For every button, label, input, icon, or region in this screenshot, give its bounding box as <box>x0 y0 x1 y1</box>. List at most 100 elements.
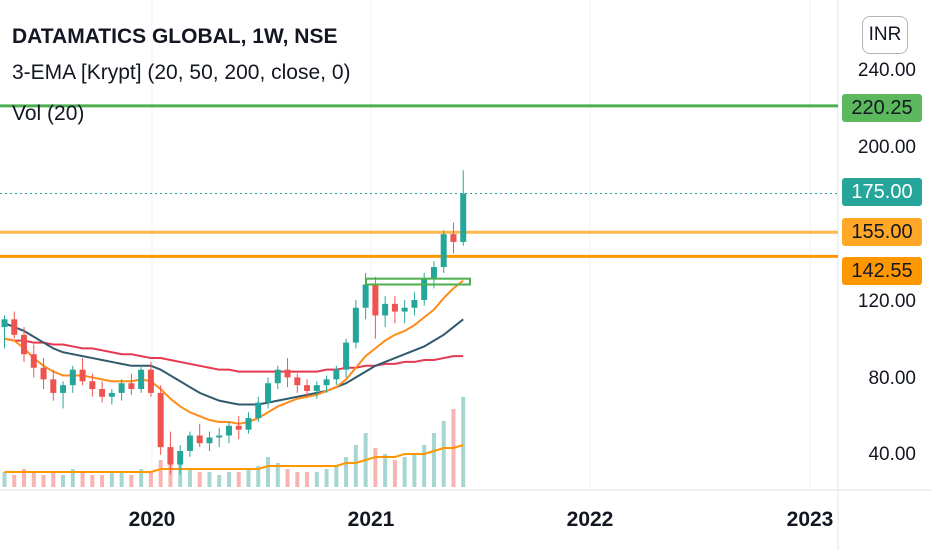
candle-body <box>40 367 47 380</box>
volume-bar <box>334 466 339 487</box>
candle-body <box>216 435 223 438</box>
volume-bar <box>22 469 27 487</box>
candle-body <box>450 234 457 242</box>
ema-indicator-label: 3-EMA [Krypt] (20, 50, 200, close, 0) <box>12 61 351 84</box>
symbol-title: DATAMATICS GLOBAL, 1W, NSE <box>12 25 338 48</box>
volume-bar <box>236 472 241 487</box>
candle-body <box>265 383 272 403</box>
candle-body <box>147 369 154 393</box>
candle-body <box>391 303 398 312</box>
volume-bar <box>90 475 95 487</box>
volume-bar <box>2 472 7 487</box>
candle-body <box>138 369 145 390</box>
candle-body <box>343 342 350 370</box>
candle-body <box>362 284 369 308</box>
candle-body <box>128 383 135 390</box>
volume-bar <box>41 475 46 487</box>
price-label-220: 220.25 <box>842 94 922 122</box>
x-tick-label: 2023 <box>786 508 834 531</box>
volume-bar <box>51 472 56 487</box>
candle-body <box>69 369 76 386</box>
volume-bar <box>119 472 124 487</box>
candle-body <box>235 425 242 430</box>
candle-body <box>460 193 467 242</box>
volume-bar <box>441 421 446 487</box>
volume-bar <box>344 457 349 487</box>
volume-bar <box>217 475 222 487</box>
price-label-155: 155.00 <box>842 218 922 246</box>
candle-body <box>323 379 330 386</box>
volume-bar <box>314 472 319 487</box>
candle-body <box>382 303 389 316</box>
volume-bar <box>187 469 192 487</box>
volume-indicator-label: Vol (20) <box>12 102 85 125</box>
y-tick-label: 240.00 <box>857 60 916 81</box>
candle-body <box>50 379 57 393</box>
price-label-current: 175.00 <box>842 178 922 206</box>
price-label-142: 142.55 <box>842 257 922 285</box>
candle-body <box>177 450 184 465</box>
candle-body <box>60 385 67 393</box>
candle-body <box>99 389 106 397</box>
volume-bar <box>197 472 202 487</box>
candle-body <box>225 425 232 436</box>
volume-bar <box>80 472 85 487</box>
candle-body <box>352 307 359 343</box>
candle-body <box>313 385 320 391</box>
volume-ma-line <box>4 444 464 473</box>
candle-body <box>440 234 447 268</box>
volume-bar <box>12 475 17 487</box>
volume-bar <box>324 469 329 487</box>
y-tick-label: 80.00 <box>868 368 916 389</box>
y-tick-label: 200.00 <box>857 137 916 158</box>
candle-body <box>304 385 311 391</box>
volume-bar <box>139 469 144 487</box>
x-tick-label: 2021 <box>347 508 395 531</box>
volume-bar <box>392 460 397 487</box>
candle-body <box>411 299 418 308</box>
candle-body <box>255 402 262 419</box>
volume-bar <box>31 472 36 487</box>
x-tick-label: 2022 <box>566 508 614 531</box>
volume-bar <box>246 469 251 487</box>
ema-50-line <box>4 318 464 406</box>
candle-body <box>284 369 291 378</box>
volume-bar <box>158 460 163 487</box>
y-tick-label: 120.00 <box>857 291 916 312</box>
candle-body <box>108 392 115 397</box>
candle-body <box>89 381 96 390</box>
volume-bar <box>295 472 300 487</box>
volume-bar <box>431 433 436 487</box>
volume-bar <box>412 454 417 487</box>
volume-bar <box>178 463 183 487</box>
volume-bar <box>129 475 134 487</box>
x-tick-label: 2020 <box>128 508 176 531</box>
volume-bar <box>353 445 358 487</box>
volume-bar <box>461 397 466 487</box>
volume-bar <box>275 463 280 487</box>
y-tick-label: 40.00 <box>868 444 916 465</box>
candle-body <box>333 369 340 380</box>
volume-bar <box>207 472 212 487</box>
candle-body <box>11 319 18 335</box>
volume-bar <box>422 445 427 487</box>
currency-button[interactable]: INR <box>862 16 908 54</box>
volume-bar <box>61 475 66 487</box>
candle-body <box>1 319 8 328</box>
candle-body <box>206 437 213 444</box>
candle-body <box>21 334 28 355</box>
breakout-box <box>365 277 471 286</box>
candle-body <box>421 278 428 300</box>
volume-bar <box>402 457 407 487</box>
candle-body <box>30 354 37 368</box>
candle-body <box>186 435 193 451</box>
volume-bar <box>70 469 75 487</box>
candle-body <box>167 447 174 465</box>
candle-body <box>118 383 125 393</box>
candle-body <box>401 307 408 312</box>
candle-body <box>79 369 86 382</box>
candle-body <box>294 377 301 386</box>
volume-bar <box>226 472 231 487</box>
candle-body <box>157 392 164 448</box>
